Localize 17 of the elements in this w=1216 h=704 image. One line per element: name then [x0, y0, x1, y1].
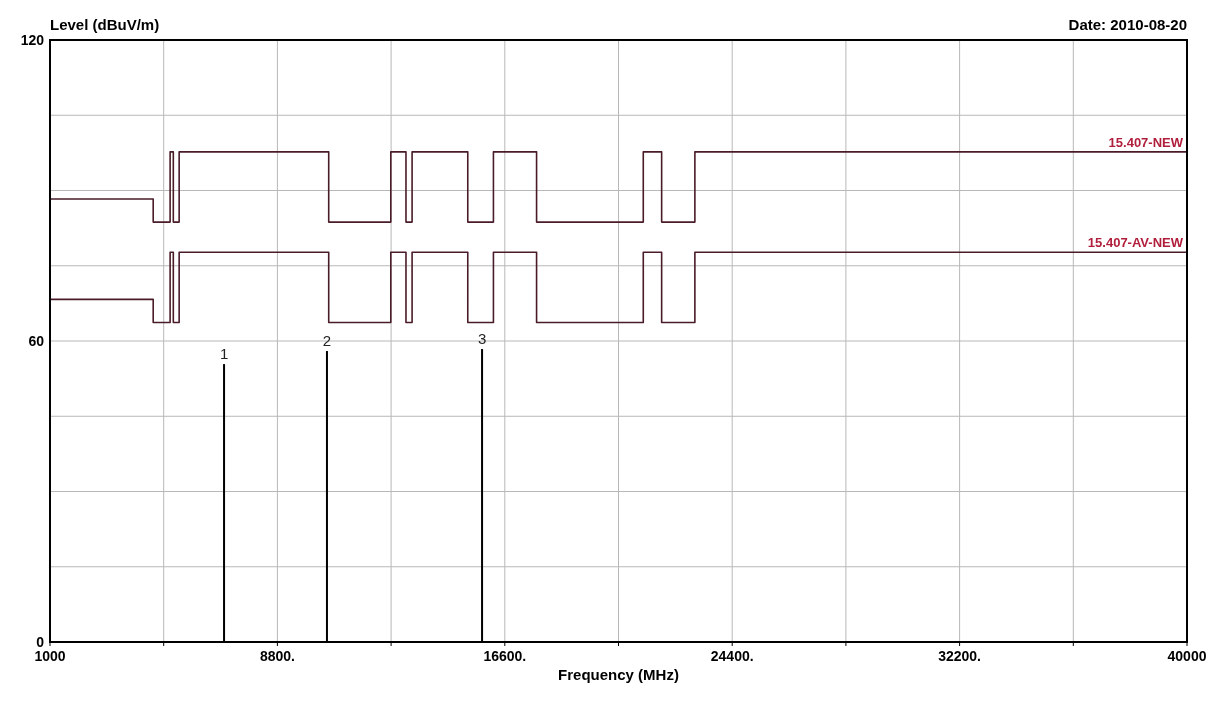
x-axis-title: Frequency (MHz) — [558, 666, 679, 683]
y-axis-title: Level (dBuV/m) — [50, 16, 160, 33]
x-tick-label: 32200. — [938, 648, 982, 664]
x-tick-label: 40000 — [1167, 648, 1207, 664]
series-label: 15.407-AV-NEW — [1087, 235, 1184, 251]
y-tick-label: 60 — [28, 333, 45, 349]
x-tick-label: 16600. — [483, 648, 527, 664]
annotation: 2 — [322, 332, 332, 350]
annotation: 3 — [477, 330, 487, 348]
x-tick-label: 1000 — [34, 648, 66, 664]
text: Date: 2010-08-20 — [1068, 16, 1187, 33]
x-tick-label: 8800. — [259, 648, 295, 664]
y-tick-label: 120 — [20, 32, 45, 48]
annotation: 1 — [219, 345, 229, 363]
x-tick-label: 24400. — [710, 648, 754, 664]
series-label: 15.407-NEW — [1108, 134, 1184, 150]
y-tick-label: 0 — [36, 634, 45, 650]
